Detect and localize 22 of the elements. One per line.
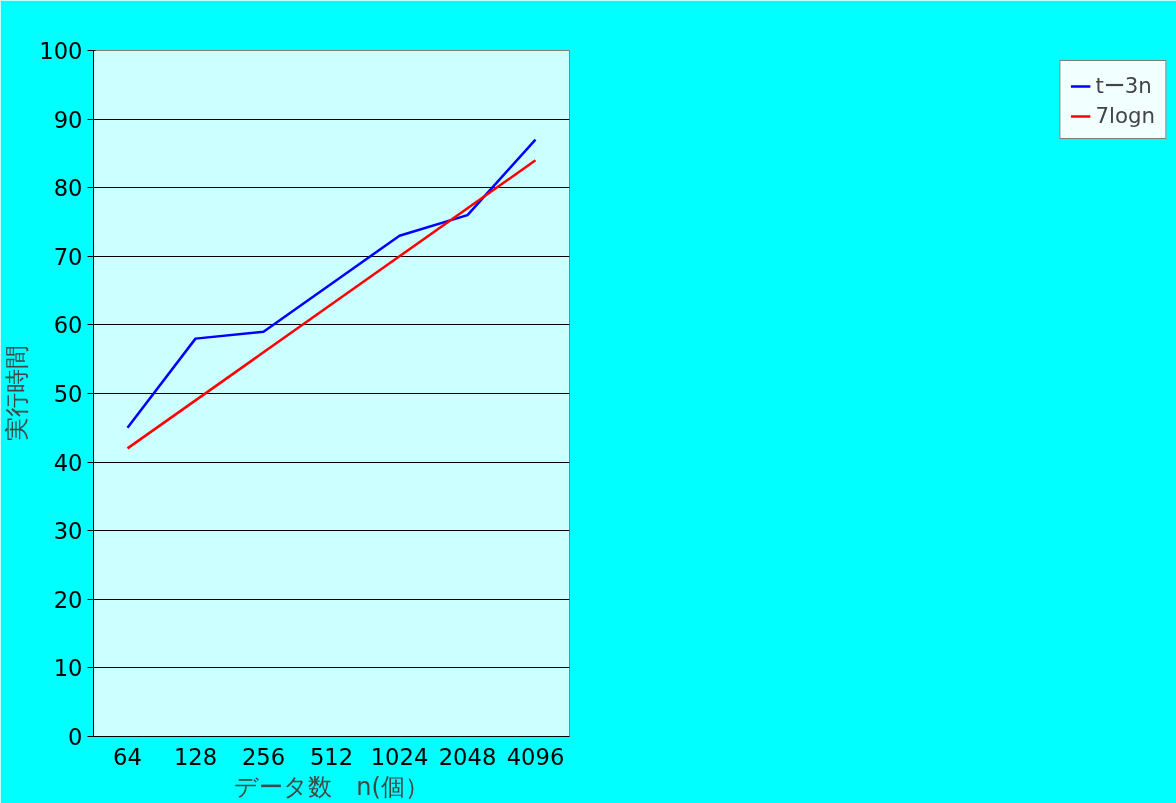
x-tick-label: 2048 bbox=[438, 743, 497, 770]
y-tick-label: 20 bbox=[53, 586, 83, 613]
legend-label: tー3n bbox=[1095, 72, 1152, 100]
y-tick-label: 80 bbox=[53, 175, 83, 202]
y-tick-label: 50 bbox=[53, 381, 83, 407]
x-axis-title: データ数 n(個） bbox=[234, 772, 429, 801]
x-tick-label: 1024 bbox=[370, 743, 429, 770]
y-tick-label: 60 bbox=[53, 312, 83, 339]
x-tick-label: 512 bbox=[309, 743, 354, 770]
x-tick-label: 256 bbox=[241, 743, 286, 770]
x-tick-label: 64 bbox=[113, 743, 142, 770]
y-tick-label: 70 bbox=[53, 243, 83, 270]
x-tick-label: 128 bbox=[173, 743, 218, 770]
y-tick-label: 10 bbox=[53, 655, 83, 682]
y-tick-label: 30 bbox=[53, 518, 83, 545]
x-tick-label: 4096 bbox=[506, 743, 565, 770]
y-tick-label: 100 bbox=[39, 38, 83, 64]
y-tick-label: 0 bbox=[68, 724, 83, 750]
y-tick-label: 40 bbox=[53, 449, 83, 476]
y-tick-label: 90 bbox=[53, 106, 83, 133]
y-axis-title: 実行時間 bbox=[3, 345, 32, 442]
legend-label: 7logn bbox=[1095, 103, 1155, 128]
